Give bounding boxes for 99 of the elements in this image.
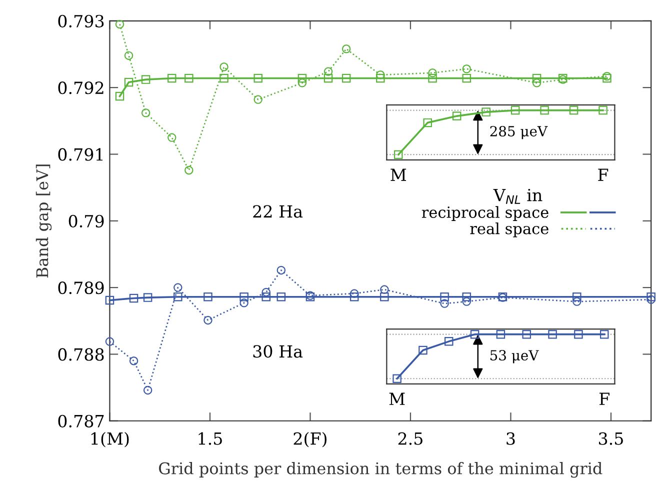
point bbox=[254, 74, 262, 83]
point bbox=[342, 44, 351, 54]
point bbox=[522, 330, 531, 339]
point bbox=[262, 292, 270, 302]
point bbox=[462, 292, 471, 302]
y-tick-label: 0.793 bbox=[58, 14, 104, 28]
x-tick-label: 1.5 bbox=[198, 432, 222, 445]
point bbox=[380, 285, 389, 294]
point bbox=[569, 106, 578, 115]
point bbox=[276, 292, 286, 302]
point bbox=[141, 108, 150, 118]
point bbox=[462, 74, 471, 83]
x-tick-label: 3 bbox=[506, 432, 515, 445]
point bbox=[184, 166, 194, 175]
annotation: 285 μeV bbox=[490, 126, 548, 140]
point bbox=[646, 295, 656, 304]
point bbox=[574, 330, 583, 339]
point bbox=[532, 78, 542, 88]
point bbox=[240, 298, 248, 308]
point bbox=[276, 266, 286, 275]
point bbox=[324, 67, 333, 76]
y-tick-label: 0.791 bbox=[58, 148, 102, 161]
point bbox=[394, 150, 403, 159]
point bbox=[342, 74, 351, 83]
point bbox=[510, 106, 520, 115]
point bbox=[105, 296, 114, 305]
y-tick-label: 0.79 bbox=[68, 214, 104, 228]
x-tick-label: F bbox=[598, 168, 608, 181]
point bbox=[240, 292, 248, 302]
point bbox=[174, 283, 182, 292]
point bbox=[143, 386, 152, 395]
point bbox=[350, 292, 359, 302]
point bbox=[220, 62, 228, 72]
point bbox=[482, 108, 490, 116]
x-tick-label: M bbox=[389, 392, 405, 405]
y-tick-label: 0.789 bbox=[58, 282, 104, 294]
point bbox=[129, 356, 138, 366]
point bbox=[496, 330, 506, 339]
point bbox=[129, 294, 138, 303]
point bbox=[602, 72, 612, 81]
annotation: 53 μeV bbox=[490, 350, 539, 364]
point bbox=[598, 106, 608, 115]
point bbox=[532, 74, 542, 83]
point bbox=[115, 92, 124, 101]
x-tick-label: 3.5 bbox=[599, 432, 623, 445]
point bbox=[440, 292, 449, 302]
point bbox=[548, 330, 557, 339]
x-tick-label: 2.5 bbox=[398, 432, 422, 445]
point bbox=[600, 330, 609, 339]
legend-label: reciprocal space bbox=[422, 206, 548, 221]
point bbox=[168, 74, 176, 83]
y-tick-label: 0.792 bbox=[58, 82, 104, 94]
point bbox=[174, 292, 182, 302]
point bbox=[168, 133, 176, 142]
x-tick-label: 2(F) bbox=[294, 432, 326, 448]
point bbox=[124, 78, 134, 87]
point bbox=[392, 374, 402, 383]
point bbox=[204, 316, 212, 325]
point bbox=[143, 293, 152, 302]
point bbox=[572, 292, 582, 302]
point bbox=[115, 20, 124, 29]
y-tick-label: 0.788 bbox=[58, 348, 104, 361]
point bbox=[470, 330, 480, 339]
point bbox=[105, 337, 114, 346]
point bbox=[602, 74, 612, 83]
point bbox=[428, 74, 437, 83]
point bbox=[184, 74, 194, 83]
point bbox=[418, 346, 428, 355]
point bbox=[462, 297, 471, 306]
point bbox=[572, 297, 582, 306]
x-tick-label: 1(M) bbox=[91, 432, 129, 448]
point bbox=[423, 118, 432, 128]
x-tick-label: F bbox=[600, 392, 610, 405]
x-axis-title: Grid points per dimension in terms of the minimal grid bbox=[159, 462, 602, 478]
point bbox=[204, 292, 212, 302]
point bbox=[452, 112, 462, 120]
point bbox=[428, 68, 437, 78]
point bbox=[254, 95, 262, 104]
point bbox=[298, 78, 307, 88]
point bbox=[141, 75, 150, 84]
point bbox=[540, 106, 549, 115]
y-tick-label: 0.787 bbox=[58, 414, 104, 428]
y-axis-title: Band gap [eV] bbox=[36, 164, 52, 278]
annotation: 22 Ha bbox=[253, 205, 303, 218]
point bbox=[324, 74, 333, 83]
annotation: 30 Ha bbox=[253, 345, 303, 358]
point bbox=[262, 288, 270, 297]
legend-title: V$_{NL}$ in bbox=[493, 188, 542, 204]
point bbox=[220, 74, 228, 83]
point bbox=[462, 64, 471, 74]
point bbox=[298, 74, 307, 83]
point bbox=[646, 292, 656, 302]
point bbox=[444, 337, 454, 346]
x-tick-label: M bbox=[390, 168, 406, 181]
point bbox=[376, 74, 385, 83]
point bbox=[124, 51, 134, 60]
point bbox=[440, 299, 449, 308]
point bbox=[380, 292, 389, 302]
legend-label: real space bbox=[470, 222, 548, 238]
